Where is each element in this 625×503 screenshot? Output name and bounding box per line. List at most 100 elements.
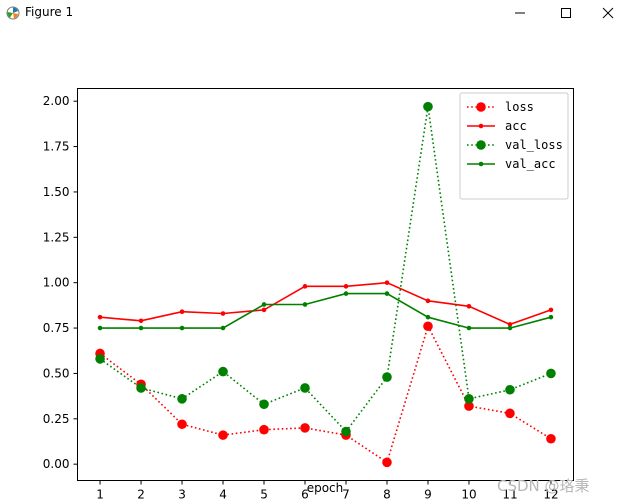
data-point — [384, 280, 390, 285]
y-tick-label: 1.25 — [43, 230, 70, 244]
data-point — [382, 457, 392, 468]
minimize-button[interactable] — [497, 0, 543, 26]
close-icon — [602, 7, 614, 19]
x-tick-label: 4 — [219, 488, 227, 502]
series-line — [100, 292, 552, 329]
data-point — [220, 311, 226, 316]
minimize-icon — [515, 12, 525, 14]
data-point — [97, 314, 103, 320]
legend-swatch-marker — [478, 161, 484, 167]
x-axis-label: epoch — [307, 481, 344, 495]
data-point — [384, 291, 390, 296]
data-point — [220, 325, 226, 331]
data-point — [505, 384, 515, 395]
data-point — [464, 394, 474, 404]
series-line — [99, 324, 552, 464]
y-axis-ticks: 0.00 0.25 0.50 0.75 1.00 1.25 1.50 1.75 2.00 — [43, 94, 78, 471]
y-tick-label: 0.25 — [43, 412, 70, 426]
data-point — [425, 298, 431, 304]
y-tick-label: 0.75 — [43, 321, 70, 335]
data-point — [302, 284, 308, 289]
data-point — [343, 291, 349, 296]
data-point — [261, 307, 267, 313]
data-point — [259, 424, 269, 435]
x-tick-label: 1 — [96, 488, 104, 502]
legend-label: val_acc — [505, 157, 556, 171]
data-point — [423, 101, 433, 112]
data-point — [343, 284, 349, 289]
data-point — [464, 401, 474, 411]
legend-swatch-marker — [476, 140, 486, 150]
matplotlib-logo-icon — [6, 6, 20, 20]
x-tick-label: 5 — [260, 488, 268, 502]
data-point — [95, 354, 105, 364]
legend-label: val_loss — [505, 138, 563, 152]
series-val-loss — [95, 101, 556, 437]
chart-canvas: 1 2 3 4 5 6 7 8 9 10 11 12 0.000.250.500.751.001.25… — [43, 88, 574, 502]
data-point — [259, 399, 269, 410]
x-tick-label: 3 — [178, 488, 186, 502]
data-point — [507, 322, 513, 327]
x-tick-label: 6 — [301, 488, 309, 502]
y-tick-label: 1.50 — [43, 185, 70, 199]
x-axis-ticks: 1 2 3 4 5 6 7 8 9 10 11 12 — [96, 480, 559, 502]
data-point — [423, 321, 433, 332]
legend-item: val_loss — [467, 138, 563, 152]
data-point — [466, 303, 472, 309]
data-point — [507, 325, 513, 331]
close-button[interactable] — [589, 0, 625, 26]
series-acc — [97, 280, 554, 327]
y-tick-label: 2.00 — [43, 94, 70, 108]
data-point — [341, 426, 351, 437]
y-tick-label: 1.75 — [43, 140, 70, 154]
data-point — [300, 423, 310, 433]
data-point — [548, 314, 554, 320]
legend-swatch-marker — [476, 102, 486, 112]
legend-label: loss — [505, 100, 534, 114]
data-point — [179, 309, 185, 315]
data-point — [218, 366, 228, 377]
legend-item: acc — [467, 119, 527, 133]
data-point — [179, 325, 185, 331]
data-point — [177, 394, 187, 404]
x-tick-label: 7 — [342, 488, 350, 502]
data-point — [466, 325, 472, 331]
legend-box — [459, 92, 569, 200]
series-line — [99, 281, 552, 326]
data-point — [218, 430, 228, 440]
legend-item: val_acc — [467, 157, 556, 171]
x-tick-label: 9 — [424, 488, 432, 502]
legend-swatch-marker — [478, 123, 484, 129]
data-point — [97, 325, 103, 331]
y-tick-label: 0.00 — [43, 457, 70, 471]
x-tick-label: 8 — [383, 488, 391, 502]
watermark: CSDN @珞秉 — [497, 477, 590, 495]
x-tick-label: 11 — [502, 488, 517, 502]
legend-label: acc — [505, 119, 527, 133]
series-line — [99, 106, 552, 433]
window-titlebar: Figure 1 — [0, 0, 625, 26]
x-tick-label: 2 — [137, 488, 145, 502]
data-point — [138, 318, 144, 324]
legend: loss acc val_loss val_acc — [459, 92, 569, 200]
data-point — [300, 383, 310, 393]
data-point — [382, 372, 392, 382]
data-point — [302, 302, 308, 307]
data-point — [138, 325, 144, 331]
data-point — [136, 383, 146, 393]
series-layer — [95, 101, 556, 468]
legend-item: loss — [467, 100, 534, 114]
data-point — [261, 302, 267, 307]
data-point — [548, 307, 554, 313]
series-val-acc — [97, 291, 554, 331]
x-tick-label: 12 — [543, 488, 558, 502]
data-point — [177, 419, 187, 430]
data-point — [425, 314, 431, 320]
window-title: Figure 1 — [25, 5, 74, 19]
data-point — [546, 433, 556, 444]
data-point — [546, 368, 556, 379]
x-tick-label: 10 — [461, 488, 476, 502]
y-tick-label: 0.50 — [43, 366, 70, 380]
data-point — [505, 408, 515, 419]
maximize-button[interactable] — [543, 0, 589, 26]
